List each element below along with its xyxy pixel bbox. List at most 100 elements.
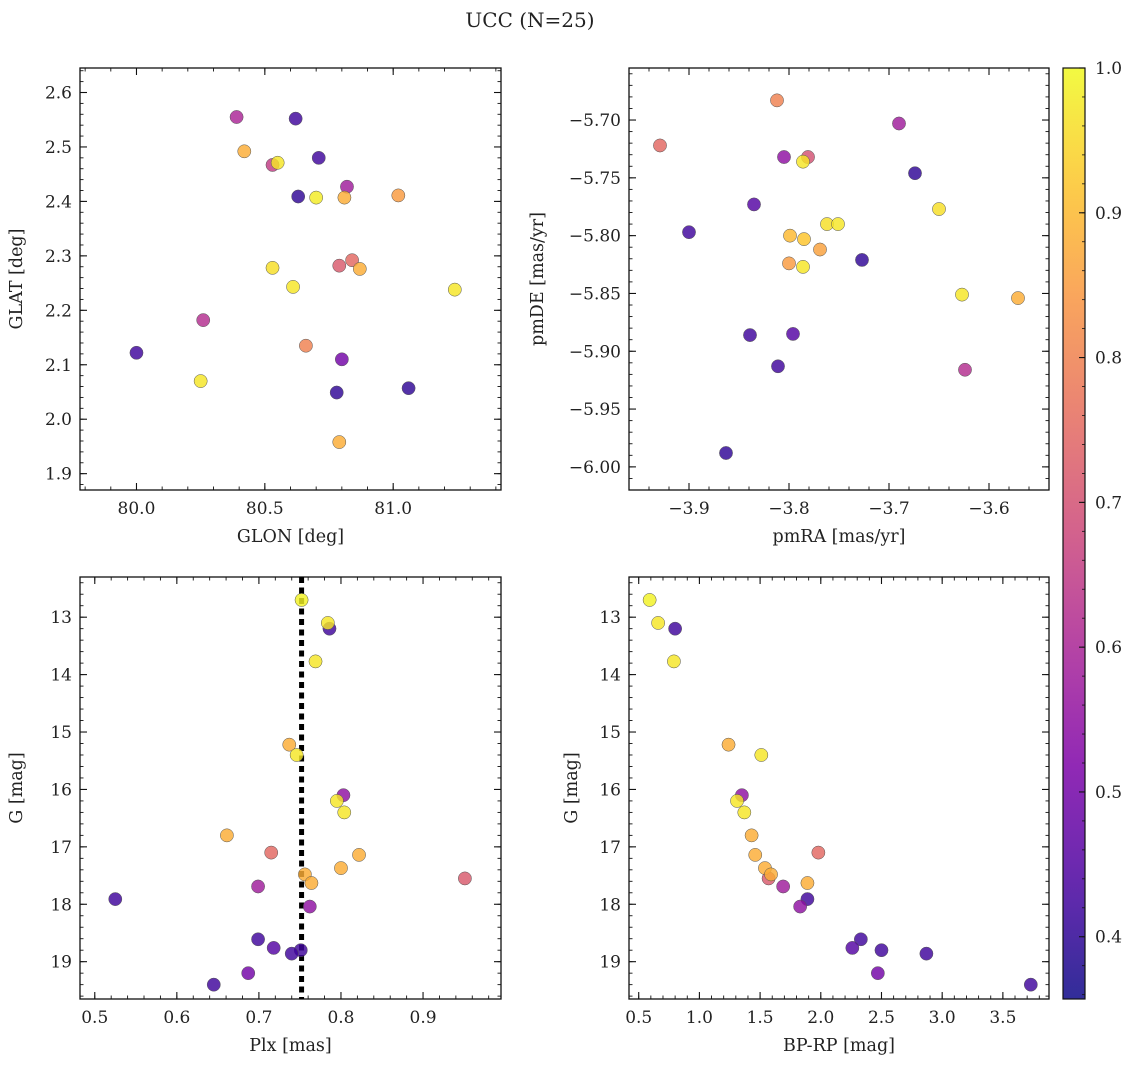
x-axis-label: GLON [deg] — [237, 527, 344, 547]
scatter-point — [288, 111, 303, 126]
y-tick-label: 2.6 — [45, 84, 72, 104]
colorbar-tick-label: 0.6 — [1095, 638, 1122, 658]
axes-frame — [628, 576, 1050, 1000]
figure-title: UCC (N=25) — [465, 8, 594, 32]
scatter-point — [264, 845, 279, 860]
scatter-point — [304, 876, 319, 890]
y-tick-label: 15 — [50, 723, 72, 743]
scatter-point — [311, 150, 326, 165]
y-tick-label: 2.5 — [45, 138, 72, 158]
y-axis-label: GLAT [deg] — [7, 229, 27, 330]
colorbar-tick-label: 0.8 — [1095, 349, 1122, 369]
scatter-point — [743, 328, 757, 342]
y-tick-label: 16 — [50, 780, 72, 800]
scatter-point — [286, 280, 300, 294]
scatter-point — [667, 654, 681, 669]
scatter-point — [237, 144, 252, 159]
y-axis-label: pmDE [mas/yr] — [528, 212, 548, 346]
colorbar-tick-label: 0.5 — [1095, 783, 1122, 803]
scatter-point — [391, 188, 406, 203]
scatter-point — [196, 313, 211, 327]
colorbar-tick-label: 0.7 — [1095, 493, 1122, 513]
y-tick-label: 2.2 — [45, 301, 72, 321]
scatter-point — [782, 256, 796, 271]
scatter-point — [730, 794, 744, 808]
scatter-point — [874, 943, 889, 958]
scatter-point — [793, 899, 808, 914]
scatter-point — [919, 946, 934, 961]
scatter-point — [334, 352, 349, 367]
x-axis-label: BP-RP [mag] — [783, 1036, 895, 1056]
y-tick-label: −5.85 — [569, 284, 621, 304]
scatter-point — [337, 805, 352, 820]
scatter-point — [266, 941, 281, 955]
scatter-point — [958, 362, 972, 377]
scatter-point — [932, 202, 946, 216]
axes-frame — [628, 67, 1050, 491]
y-tick-label: 17 — [599, 838, 621, 858]
scatter-point — [855, 253, 869, 267]
y-tick-label: −5.90 — [569, 342, 621, 362]
scatter-point — [770, 93, 784, 108]
scatter-point — [1023, 977, 1038, 992]
scatter-point — [651, 616, 665, 630]
scatter-point — [291, 189, 306, 204]
scatter-point — [776, 879, 791, 894]
scatter-point — [299, 338, 313, 353]
colorbar-tick-label: 1.0 — [1095, 59, 1122, 79]
x-tick-label: 0.8 — [327, 1008, 354, 1028]
x-tick-label: 80.5 — [246, 499, 284, 519]
scatter-point — [870, 966, 885, 981]
scatter-point — [892, 116, 906, 131]
x-tick-label: 0.7 — [245, 1008, 272, 1028]
scatter-point — [401, 381, 416, 396]
scatter-point — [352, 262, 367, 276]
scatter-point — [294, 593, 309, 607]
y-tick-label: 2.1 — [45, 356, 72, 376]
scatter-point — [284, 946, 299, 961]
y-tick-label: 19 — [599, 953, 621, 973]
scatter-point — [748, 848, 763, 862]
x-tick-label: 1.0 — [686, 1008, 713, 1028]
y-tick-label: 19 — [50, 953, 72, 973]
scatter-point — [330, 794, 344, 808]
scatter-point — [653, 138, 667, 153]
scatter-point — [329, 385, 344, 400]
panel-plx-g: 0.5 0.6 0.7 0.8 0.9 13 14 15 16 17 18 19 Plx [mas] G … — [7, 576, 502, 1056]
y-tick-label: 16 — [599, 780, 621, 800]
colorbar-tick-label: 0.4 — [1095, 928, 1122, 948]
scatter-point — [334, 861, 348, 875]
y-tick-label: −5.70 — [569, 111, 621, 131]
y-tick-label: 14 — [50, 666, 72, 686]
scatter-point — [747, 197, 761, 212]
scatter-point — [447, 282, 462, 297]
scatter-point — [320, 616, 335, 630]
scatter-point — [345, 253, 359, 268]
scatter-point — [783, 228, 797, 243]
colorbar-gradient — [1062, 67, 1086, 1000]
panel-bprp-g: 0.5 1.0 1.5 2.0 2.5 3.0 3.5 13 14 15 16 17 18 19 BP-RP… — [562, 576, 1050, 1056]
scatter-point — [682, 225, 696, 240]
scatter-point — [220, 828, 234, 843]
scatter-point — [289, 748, 304, 762]
scatter-point — [241, 966, 256, 981]
y-tick-label: 18 — [50, 895, 72, 915]
y-tick-label: −5.80 — [569, 227, 621, 247]
y-tick-label: 1.9 — [45, 465, 72, 485]
scatter-point — [719, 446, 733, 460]
scatter-point — [229, 110, 244, 124]
x-tick-label: −3.6 — [968, 499, 1009, 519]
scatter-point — [777, 150, 791, 164]
scatter-point — [771, 359, 785, 374]
colorbar: 0.4 0.5 0.6 0.7 0.8 0.9 1.0 — [1062, 59, 1122, 1000]
x-tick-label: −3.8 — [768, 499, 809, 519]
scatter-point — [282, 737, 297, 752]
y-tick-label: −6.00 — [569, 458, 621, 478]
x-tick-label: 3.0 — [929, 1008, 956, 1028]
scatter-point — [309, 190, 324, 205]
scatter-point — [108, 892, 123, 906]
scatter-point — [811, 845, 826, 860]
panel-glon-glat: 80.0 80.5 81.0 1.9 2.0 2.1 2.2 2.3 2.4 2.5 2.6 GLON… — [7, 67, 502, 547]
y-tick-label: 2.3 — [45, 247, 72, 267]
x-tick-label: 0.5 — [625, 1008, 652, 1028]
